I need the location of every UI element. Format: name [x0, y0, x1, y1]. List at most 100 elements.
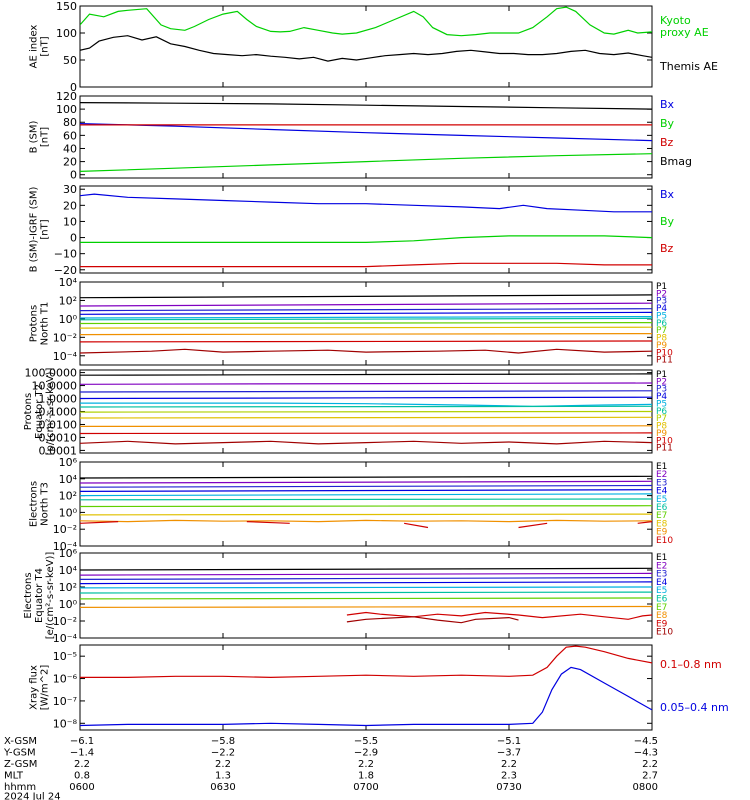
orbit-value: 1.8 — [358, 771, 374, 782]
orbit-value: −2.9 — [354, 748, 378, 759]
legend-label: E8 — [656, 611, 668, 621]
series-line-e10 — [404, 522, 429, 529]
legend-label: Bx — [660, 188, 675, 201]
orbit-value: 0700 — [353, 782, 378, 793]
series-line-p8 — [80, 326, 652, 329]
y-axis-label: [p/(cm²-s-sr-keV)] — [45, 368, 56, 456]
legend-label: Themis AE — [659, 60, 718, 73]
series-line-p3 — [80, 390, 652, 393]
series-line-p10 — [80, 432, 652, 435]
legend-label: E9 — [656, 528, 668, 538]
orbit-value: 2.2 — [74, 759, 90, 770]
series-line-e8 — [80, 605, 652, 609]
legend-label: E5 — [656, 586, 667, 596]
legend-label: P10 — [656, 348, 673, 358]
y-tick-label: 0.0100 — [39, 418, 78, 431]
legend-label: E8 — [656, 519, 668, 529]
y-axis-label: [W/m^2] — [40, 665, 51, 711]
y-tick-label: 10⁻⁷ — [53, 695, 77, 708]
legend-label: E9 — [656, 619, 668, 629]
series-line-0-05-0-4-nm — [80, 666, 652, 727]
legend-label: By — [660, 215, 675, 228]
y-axis-label: North T3 — [40, 482, 51, 526]
y-tick-label: 50 — [63, 54, 77, 67]
series-line-e9 — [346, 611, 652, 620]
panel-ee: 10⁶ 10⁴ 10² 10⁰ 10⁻² 10⁻⁴ Electrons Equator T4[… — [23, 547, 673, 645]
y-tick-label: 0.0010 — [39, 431, 78, 444]
y-axis-label: [nT] — [40, 36, 51, 56]
y-tick-label: 10⁶ — [59, 456, 78, 469]
legend-label: E7 — [656, 603, 667, 613]
legend-label: P11 — [656, 444, 673, 454]
legend-label: Bz — [660, 136, 674, 149]
y-axis-label: Protons — [23, 393, 34, 430]
series-line-p7 — [80, 410, 652, 413]
y-tick-label: 10⁻⁵ — [53, 650, 77, 663]
y-tick-label: 100.0000 — [25, 367, 78, 380]
y-axis-label: AE index — [29, 25, 40, 69]
y-tick-label: 10⁴ — [59, 564, 78, 577]
series-line-p7 — [80, 322, 652, 325]
legend-label: E6 — [656, 595, 668, 605]
orbit-value: 0600 — [69, 782, 94, 793]
y-tick-label: 100 — [56, 27, 77, 40]
series-line-e2 — [80, 572, 652, 576]
series-line-e7 — [80, 505, 652, 508]
series-line-p6 — [80, 405, 652, 408]
y-tick-label: 0 — [70, 232, 77, 245]
series-line-e6 — [80, 498, 652, 501]
orbit-value: 2.3 — [501, 771, 517, 782]
panel-xray: 10⁻⁵ 10⁻⁶ 10⁻⁷ 10⁻⁸ Xray flux [W/m^2] 0.1–0.8 … — [29, 644, 729, 731]
legend-label: P4 — [656, 392, 667, 402]
legend-label: P8 — [656, 334, 667, 344]
y-tick-label: 10⁻⁴ — [53, 540, 78, 553]
series-line-e2 — [80, 480, 652, 484]
y-axis-label: [nT] — [40, 219, 51, 239]
y-tick-label: 10.0000 — [32, 380, 78, 393]
legend-label: P7 — [656, 326, 667, 336]
y-axis-label: [nT] — [40, 127, 51, 147]
series-line-p2 — [80, 382, 652, 385]
series-line-e8 — [80, 513, 652, 516]
orbit-value: 0730 — [496, 782, 521, 793]
y-tick-label: 150 — [56, 0, 77, 13]
series-line-e5 — [80, 586, 652, 589]
y-tick-label: 10⁶ — [59, 547, 78, 560]
series-line-e10 — [246, 521, 290, 524]
series-line-e10 — [346, 616, 519, 624]
y-axis-label: Equator T2 — [34, 384, 45, 439]
legend-label: P2 — [656, 377, 667, 387]
y-tick-label: 0 — [70, 81, 77, 94]
series-line-e4 — [80, 489, 652, 492]
orbit-row-label: MLT — [4, 771, 24, 782]
legend-label: P5 — [656, 311, 667, 321]
orbit-value: 0.8 — [74, 771, 90, 782]
series-line-e4 — [80, 581, 652, 585]
y-tick-label: 60 — [63, 129, 77, 142]
legend-label: P9 — [656, 341, 667, 351]
series-line-e1 — [80, 475, 652, 479]
y-axis-label: Electrons — [23, 572, 34, 618]
series-line-bx — [80, 123, 652, 142]
panel-bigrf: −20 −10 0 10 20 30 B (SM)-IGRF (SM) [nT] Bx By Bz — [29, 183, 675, 277]
legend-label: P7 — [656, 414, 667, 424]
legend-label: P9 — [656, 429, 667, 439]
series-line-p10 — [80, 340, 652, 343]
legend-label: E7 — [656, 511, 667, 521]
panel-pn: 10⁴ 10² 10⁰ 10⁻² 10⁻⁴ Protons North T1 P1P2P3P4… — [29, 276, 674, 366]
series-line-by — [80, 153, 652, 172]
legend-label: P3 — [656, 385, 667, 395]
y-axis-label: Electrons — [29, 481, 40, 527]
y-tick-label: −20 — [54, 264, 77, 277]
series-line-p6 — [80, 317, 652, 321]
y-tick-label: 40 — [63, 142, 77, 155]
orbit-value: −5.5 — [354, 736, 378, 747]
panel-frame — [79, 461, 653, 547]
legend-label: E6 — [656, 503, 668, 513]
y-tick-label: 10⁻⁴ — [53, 632, 78, 645]
legend-label: P11 — [656, 356, 673, 366]
orbit-table: X-GSM −6.1 −5.8 −5.5 −5.1 −4.5 Y-GSM −1.4 −2.2 −2… — [3, 736, 658, 800]
legend-label: proxy AE — [660, 26, 709, 39]
legend-label: Bz — [660, 242, 674, 255]
